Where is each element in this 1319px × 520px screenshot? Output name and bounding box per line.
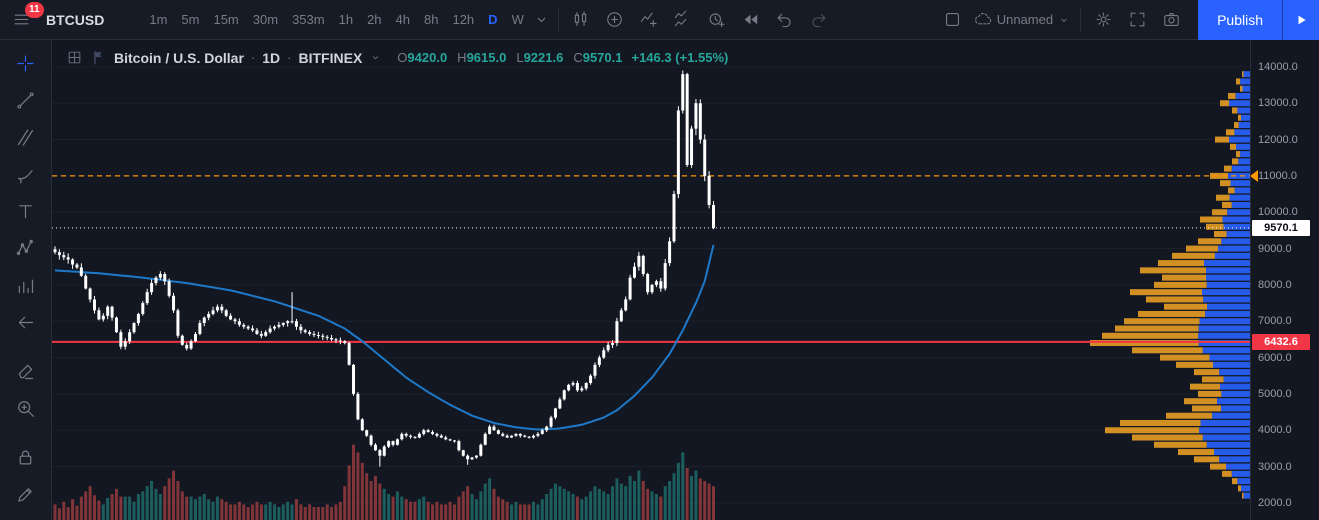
compare-plus-button[interactable] [598, 3, 632, 37]
trend-line-tool-button[interactable] [8, 83, 44, 117]
ohlc-values: O9420.0 H9615.0 L9221.6 C9570.1 [397, 50, 622, 65]
xabcd-pattern-tool-button[interactable] [8, 231, 44, 265]
lock-tool-button[interactable] [8, 440, 44, 474]
price-tick: 13000.0 [1258, 97, 1298, 110]
ohlc-o: O9420.0 [397, 50, 448, 65]
price-tick: 14000.0 [1258, 60, 1298, 73]
main-region: Bitcoin / U.S. Dollar · 1D · BITFINEX O9… [0, 40, 1319, 520]
chevron-down-icon[interactable] [369, 51, 382, 64]
price-tick: 12000.0 [1258, 133, 1298, 146]
redo-button[interactable] [802, 3, 836, 37]
toolbar-separator [557, 8, 559, 31]
cloud-icon [974, 10, 993, 29]
volume-profile [1090, 71, 1250, 499]
settings-gear-button[interactable] [1086, 3, 1120, 37]
hamburger-menu-button[interactable] [4, 3, 38, 37]
timeframe-1m-button[interactable]: 1m [142, 6, 174, 34]
timeframe-12h-button[interactable]: 12h [445, 6, 481, 34]
timeframe-4h-button[interactable]: 4h [389, 6, 417, 34]
alert-arrow-icon [1251, 169, 1258, 182]
price-tick: 11000.0 [1258, 169, 1297, 182]
layout-name-label: Unnamed [996, 12, 1054, 27]
alert-plus-button[interactable] [700, 3, 734, 37]
symbol-label[interactable]: BTCUSD [46, 11, 105, 28]
timeframe-2h-button[interactable]: 2h [360, 6, 388, 34]
price-tick: 6000.0 [1258, 351, 1292, 364]
price-tick: 9000.0 [1258, 242, 1292, 255]
price-tick: 5000.0 [1258, 387, 1292, 400]
exchange-label[interactable]: BITFINEX [298, 49, 363, 66]
settings-group [1086, 3, 1188, 37]
top-toolbar: 11 BTCUSD 1m 5m 15m 30m 353m 1h 2h 4h 8h 12h D W Un… [0, 0, 1319, 40]
change-label: +146.3 (+1.55%) [631, 50, 729, 65]
price-tick: 10000.0 [1258, 206, 1298, 219]
forecast-tool-button[interactable] [8, 268, 44, 302]
eraser-tool-button[interactable] [8, 354, 44, 388]
chart-pane: Bitcoin / U.S. Dollar · 1D · BITFINEX O9… [52, 40, 1319, 520]
toolbar-separator [1080, 8, 1082, 31]
price-tick: 8000.0 [1258, 278, 1292, 291]
play-button[interactable] [1282, 0, 1319, 40]
replay-button[interactable] [734, 3, 768, 37]
chart-tools-group [564, 3, 836, 37]
indicators-button[interactable] [632, 3, 666, 37]
timeframe-chevron-button[interactable] [531, 3, 553, 37]
zoom-in-tool-button[interactable] [8, 391, 44, 425]
grid-icon[interactable] [66, 49, 83, 66]
timeframe-W-button[interactable]: W [505, 6, 531, 34]
ohlc-c: C9570.1 [573, 50, 623, 65]
timeframe-30m-button[interactable]: 30m [246, 6, 285, 34]
ohlc-l: L9221.6 [516, 50, 564, 65]
text-tool-button[interactable] [8, 194, 44, 228]
legend-separator: · [250, 50, 256, 65]
arrow-left-tool-button[interactable] [8, 305, 44, 339]
ma-line [54, 244, 715, 431]
crosshair-tool-button[interactable] [8, 46, 44, 80]
parallel-lines-tool-button[interactable] [8, 120, 44, 154]
timeframe-1h-button[interactable]: 1h [332, 6, 360, 34]
timeframe-list: 1m 5m 15m 30m 353m 1h 2h 4h 8h 12h D W [142, 6, 531, 34]
volume-bars [53, 444, 715, 520]
price-chart[interactable] [52, 40, 1250, 520]
timeframe-D-button[interactable]: D [481, 6, 504, 34]
alert-price-label: 6432.6 [1252, 333, 1310, 350]
timeframe-8h-button[interactable]: 8h [417, 6, 445, 34]
camera-button[interactable] [1154, 3, 1188, 37]
price-tick: 2000.0 [1258, 496, 1292, 509]
notification-badge[interactable]: 11 [25, 1, 44, 18]
undo-button[interactable] [768, 3, 802, 37]
timeframe-15m-button[interactable]: 15m [206, 6, 245, 34]
drawing-toolbar [0, 40, 52, 520]
publish-button[interactable]: Publish [1198, 0, 1282, 40]
price-tick: 3000.0 [1258, 460, 1292, 473]
ohlc-h: H9615.0 [457, 50, 507, 65]
timeframe-353m-button[interactable]: 353m [285, 6, 332, 34]
cloud-layout-group[interactable]: Unnamed [970, 10, 1075, 29]
flag-icon[interactable] [90, 49, 107, 66]
chart-style-button[interactable] [564, 3, 598, 37]
interval-label[interactable]: 1D [262, 49, 281, 66]
grid-lines [52, 66, 1250, 504]
indicator-templates-button[interactable] [666, 3, 700, 37]
level-lines [52, 175, 1250, 343]
symbol-title[interactable]: Bitcoin / U.S. Dollar [114, 49, 244, 66]
candles [53, 70, 715, 467]
price-axis[interactable]: 9570.1 6432.6 14000.0 13000.0 12000.0 11000… [1250, 40, 1319, 520]
layout-grid-button[interactable] [936, 3, 970, 37]
price-tick: 4000.0 [1258, 424, 1292, 437]
chart-legend[interactable]: Bitcoin / U.S. Dollar · 1D · BITFINEX O9… [66, 49, 728, 66]
timeframe-5m-button[interactable]: 5m [174, 6, 206, 34]
brush-tool-button[interactable] [8, 157, 44, 191]
price-tick: 7000.0 [1258, 315, 1292, 328]
pencil-plus-tool-button[interactable] [8, 477, 44, 511]
legend-separator: · [287, 50, 292, 65]
fullscreen-button[interactable] [1120, 3, 1154, 37]
current-price-label: 9570.1 [1252, 219, 1310, 236]
chevron-down-icon [1057, 13, 1071, 27]
chart-canvas-area: Bitcoin / U.S. Dollar · 1D · BITFINEX O9… [52, 40, 1250, 520]
